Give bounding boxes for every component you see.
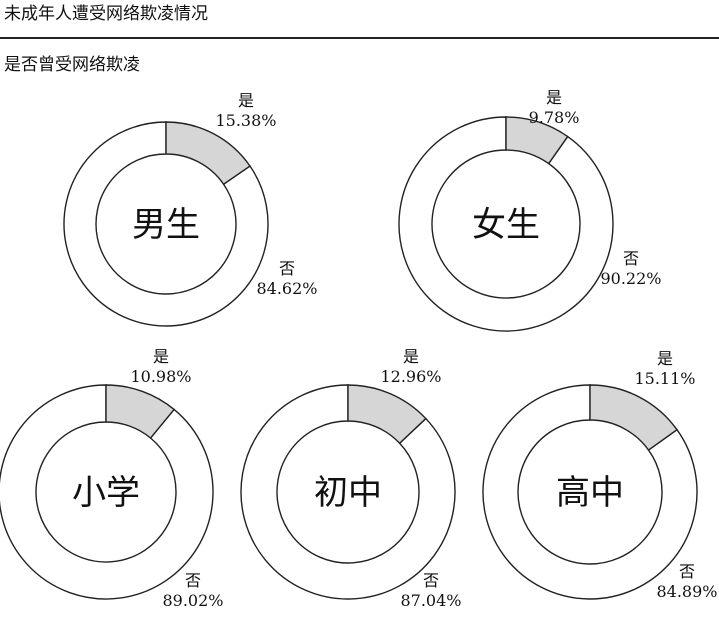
slice-yes-category-label: 是	[153, 347, 169, 366]
slice-yes-category-label: 是	[657, 349, 673, 368]
slice-no	[0, 384, 214, 600]
slice-no-value-label: 89.02%	[162, 591, 223, 610]
slice-yes-category-label: 是	[546, 88, 562, 107]
slice-yes	[589, 384, 678, 452]
slice-yes-category-label: 是	[403, 347, 419, 366]
slice-no-category-label: 否	[623, 249, 639, 268]
slice-yes	[105, 384, 176, 439]
chart-subtitle: 是否曾受网络欺凌	[4, 55, 140, 75]
slice-no-category-label: 否	[423, 571, 439, 590]
slice-yes-value-label: 15.38%	[215, 111, 276, 130]
slice-no-value-label: 90.22%	[600, 269, 661, 288]
slice-yes-category-label: 是	[238, 91, 254, 110]
slice-no	[240, 384, 456, 600]
donut-center-label: 女生	[472, 205, 540, 245]
slice-yes-value-label: 10.98%	[130, 367, 191, 386]
slice-yes-value-label: 12.96%	[380, 367, 441, 386]
donut-center-label: 高中	[556, 473, 624, 513]
slice-yes	[505, 116, 569, 165]
slice-yes	[165, 121, 251, 186]
donut-center-label: 初中	[314, 473, 382, 513]
slice-no-value-label: 84.62%	[256, 279, 317, 298]
slice-yes	[347, 384, 427, 445]
slice-no-category-label: 否	[185, 571, 201, 590]
donut-center-label: 小学	[72, 473, 140, 513]
slice-no	[482, 384, 698, 600]
donut-center-label: 男生	[132, 205, 200, 245]
slice-no-category-label: 否	[679, 562, 695, 581]
title-divider	[0, 37, 719, 39]
slice-no-value-label: 84.89%	[656, 582, 717, 601]
slice-yes-value-label: 9.78%	[529, 108, 580, 127]
slice-no	[63, 121, 269, 327]
chart-title: 未成年人遭受网络欺凌情况	[4, 4, 208, 24]
slice-no-category-label: 否	[279, 259, 295, 278]
slice-no	[398, 116, 614, 332]
slice-yes-value-label: 15.11%	[634, 369, 695, 388]
slice-no-value-label: 87.04%	[400, 591, 461, 610]
